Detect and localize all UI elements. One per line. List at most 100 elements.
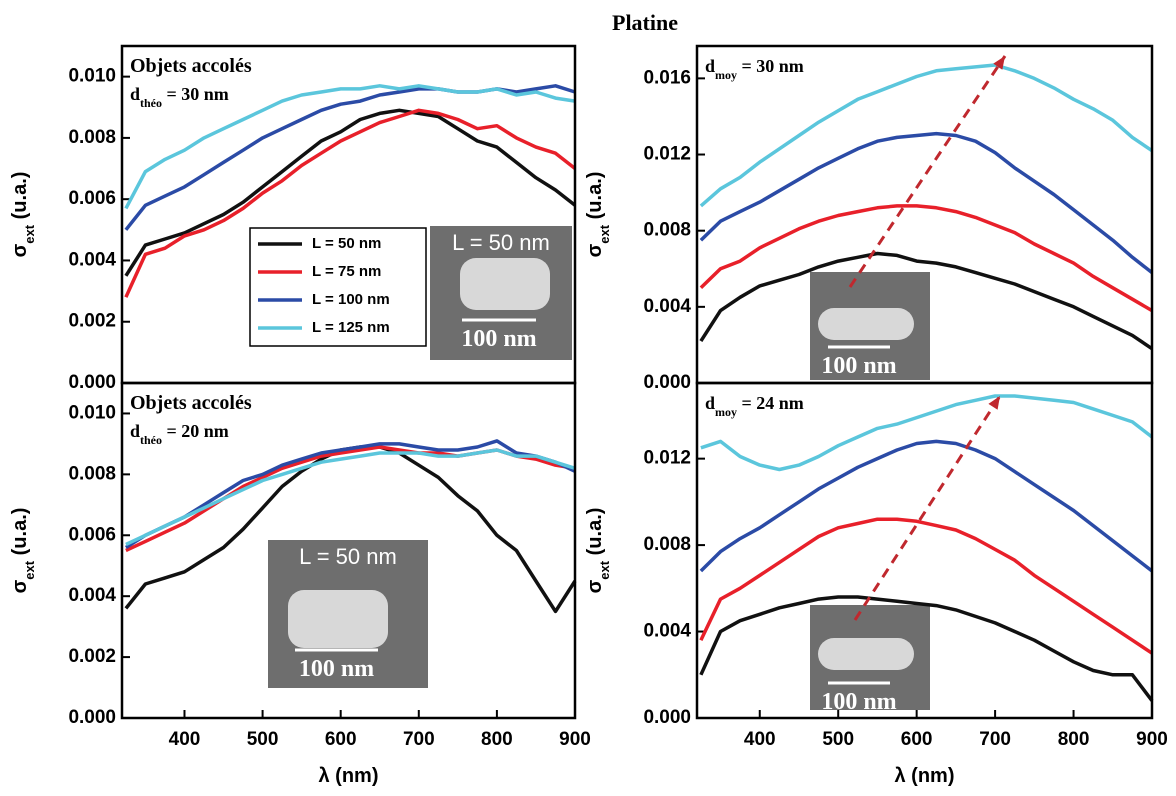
- annotation-part: moy: [715, 405, 737, 419]
- scale-label: 100 nm: [299, 656, 374, 682]
- annotation-d: dthéo = 20 nm: [130, 421, 229, 447]
- scale-label: 100 nm: [821, 353, 896, 379]
- y-axis-label-part: (u.a.): [9, 172, 31, 225]
- y-tick-label: 0.012: [643, 448, 691, 469]
- annotation-part: d: [130, 421, 140, 441]
- x-tick-label: 900: [559, 729, 591, 750]
- legend-label: L = 50 nm: [312, 235, 381, 252]
- y-tick-label: 0.010: [68, 402, 116, 423]
- x-tick-label: 700: [979, 729, 1011, 750]
- plot-frame: [120, 381, 577, 720]
- x-tick-label: 800: [481, 729, 513, 750]
- data-line: [699, 517, 1153, 655]
- inset-label: L = 50 nm: [299, 544, 397, 569]
- data-line: [699, 63, 1153, 208]
- y-axis-label-part: (u.a.): [9, 508, 31, 561]
- y-axis-label-part: σ: [9, 579, 31, 593]
- y-tick-label: 0.002: [68, 646, 116, 667]
- data-line: [124, 108, 577, 298]
- annotation-part: d: [705, 393, 715, 413]
- y-tick-label: 0.000: [643, 707, 691, 728]
- annotation-d: dthéo = 30 nm: [130, 84, 229, 110]
- annotation-part: d: [705, 56, 715, 76]
- plot-frame: [695, 381, 1154, 720]
- x-tick-label: 600: [901, 729, 933, 750]
- panel: 0.000 0.002 0.004 0.006 0.008 0.010 σext (u.a.…: [9, 44, 577, 393]
- x-tick-label: 400: [169, 729, 201, 750]
- scale-label: 100 nm: [461, 326, 536, 352]
- inset-particle: [818, 638, 914, 670]
- scale-label: 100 nm: [821, 689, 896, 715]
- annotation-d: dmoy = 30 nm: [705, 56, 804, 82]
- data-line: [700, 394, 1154, 472]
- data-line: [699, 204, 1153, 313]
- panel: 0.000 0.002 0.004 0.006 0.008 0.010 400 500 600 7…: [9, 381, 591, 787]
- data-line: [124, 84, 576, 210]
- data-line: [124, 84, 576, 231]
- arrow-head: [988, 396, 1000, 410]
- x-tick-label: 900: [1136, 729, 1168, 750]
- data-line: [124, 439, 576, 549]
- trend-arrow: [853, 395, 1002, 621]
- y-axis-label-part: ext: [597, 224, 612, 243]
- y-tick-label: 0.004: [643, 296, 691, 317]
- legend-label: L = 125 nm: [312, 319, 390, 336]
- y-tick-label: 0.006: [68, 188, 116, 209]
- annotation-part: théo: [140, 433, 162, 447]
- annotation-part: théo: [140, 96, 162, 110]
- y-tick-label: 0.002: [68, 311, 116, 332]
- x-axis-label: λ (nm): [895, 765, 955, 787]
- x-tick-label: 800: [1058, 729, 1090, 750]
- y-tick-label: 0.000: [643, 372, 691, 393]
- y-axis-label-part: σ: [584, 243, 606, 257]
- trend-arrow: [848, 55, 1007, 288]
- y-tick-label: 0.008: [68, 127, 116, 148]
- data-line: [124, 108, 577, 277]
- y-axis-label: σext (u.a.): [584, 172, 612, 258]
- y-axis-label-part: ext: [22, 560, 37, 579]
- y-axis-label: σext (u.a.): [9, 508, 37, 594]
- annotation-d: dmoy = 24 nm: [705, 393, 804, 419]
- y-tick-label: 0.000: [68, 707, 116, 728]
- legend-label: L = 100 nm: [312, 291, 390, 308]
- x-tick-label: 500: [247, 729, 279, 750]
- annotation-part: = 30 nm: [737, 56, 804, 76]
- x-tick-label: 400: [744, 729, 776, 750]
- y-axis-label-part: (u.a.): [584, 508, 606, 561]
- annotation: Objets accolés: [130, 55, 252, 77]
- x-tick-label: 700: [403, 729, 435, 750]
- data-line: [699, 439, 1154, 573]
- y-tick-label: 0.010: [68, 66, 116, 87]
- panel: 0.000 0.004 0.008 0.012 0.016 σext (u.a.) 100 …: [584, 44, 1154, 393]
- y-axis-label-part: (u.a.): [584, 172, 606, 225]
- y-axis-label: σext (u.a.): [9, 172, 37, 258]
- annotation-part: d: [130, 84, 140, 104]
- y-axis-label-part: σ: [584, 579, 606, 593]
- y-tick-label: 0.004: [68, 585, 116, 606]
- annotation-part: = 30 nm: [162, 84, 229, 104]
- figure-title: Platine: [612, 10, 678, 35]
- panel: 0.000 0.004 0.008 0.012 400 500 600 700 800 900 λ …: [584, 381, 1168, 787]
- x-tick-label: 500: [822, 729, 854, 750]
- data-line: [699, 595, 1154, 702]
- data-line: [125, 448, 576, 546]
- y-tick-label: 0.004: [68, 249, 116, 270]
- data-line: [699, 131, 1154, 274]
- y-tick-label: 0.000: [68, 372, 116, 393]
- data-line: [125, 445, 576, 553]
- y-tick-label: 0.004: [643, 621, 691, 642]
- arrow-head: [993, 56, 1005, 70]
- inset-particle: [818, 308, 914, 340]
- y-tick-label: 0.008: [643, 534, 691, 555]
- annotation: Objets accolés: [130, 392, 252, 414]
- inset-label: L = 50 nm: [452, 230, 550, 255]
- annotation-part: = 20 nm: [162, 421, 229, 441]
- y-tick-label: 0.012: [643, 144, 691, 165]
- x-axis-label: λ (nm): [319, 765, 379, 787]
- inset-particle: [460, 258, 550, 310]
- y-tick-label: 0.006: [68, 524, 116, 545]
- y-axis-label-part: σ: [9, 243, 31, 257]
- x-tick-label: 600: [325, 729, 357, 750]
- y-tick-label: 0.008: [68, 463, 116, 484]
